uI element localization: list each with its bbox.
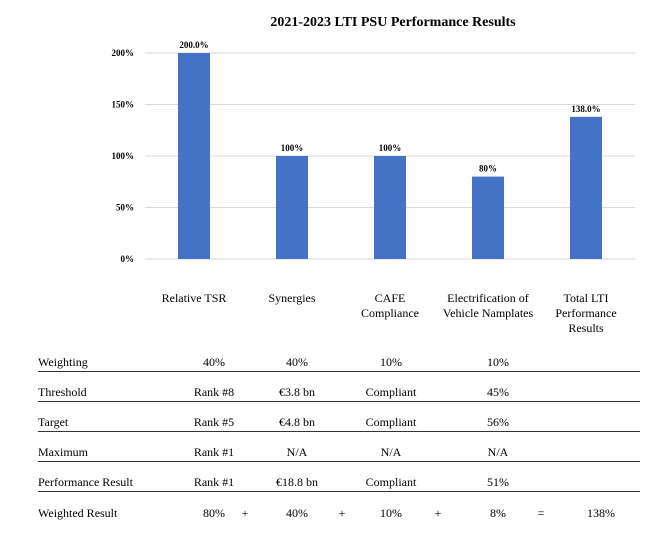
table-cell: €3.8 bn <box>279 385 315 399</box>
table-cell: Rank #5 <box>193 415 235 429</box>
y-tick-label: 200% <box>112 48 135 58</box>
y-tick-label: 50% <box>116 203 134 213</box>
category-label: Total LTI Performance Results <box>555 291 617 335</box>
weighted-result-row: Weighted Result 80% 40% 10% 8% + + + = 138% <box>38 492 640 522</box>
table-cell: 40% <box>286 506 308 520</box>
table-cell: 8% <box>490 506 506 520</box>
table-cell: 10% <box>380 506 402 520</box>
table-cell: €4.8 bn <box>279 415 315 429</box>
table-cell: 40% <box>286 355 308 369</box>
row-label: Weighted Result <box>38 506 118 520</box>
table-row: Maximum Rank #1 N/A N/A N/A <box>38 431 640 462</box>
row-label: Target <box>38 415 69 429</box>
operator: = <box>537 506 545 520</box>
table-cell: N/A <box>286 445 308 459</box>
table-cell: 56% <box>487 415 509 429</box>
bar-chart: 2021-2023 LTI PSU Performance Results 0%… <box>112 15 635 264</box>
bar <box>472 176 504 259</box>
data-label: 100% <box>379 143 402 153</box>
weighted-total: 138% <box>587 506 615 520</box>
table-cell: N/A <box>380 445 402 459</box>
operator: + <box>434 506 442 520</box>
table-cell: €18.8 bn <box>276 475 318 489</box>
table-cell: N/A <box>487 445 509 459</box>
table-cell: 10% <box>487 355 509 369</box>
y-tick-label: 150% <box>112 100 135 110</box>
category-label: CAFE Compliance <box>361 291 419 320</box>
bar <box>374 156 406 259</box>
row-label: Weighting <box>38 355 88 369</box>
table-cell: 10% <box>380 355 402 369</box>
table-row: Performance Result Rank #1 €18.8 bn Complia… <box>38 461 640 492</box>
table-cell: 40% <box>203 355 225 369</box>
bar <box>178 53 210 259</box>
table-cell: Rank #1 <box>193 475 235 489</box>
table-cell: 45% <box>487 385 509 399</box>
row-label: Threshold <box>38 385 87 399</box>
row-label: Performance Result <box>38 475 133 489</box>
table-row: Weighting 40% 40% 10% 10% <box>38 341 640 372</box>
data-label: 80% <box>479 164 497 174</box>
table-row: Threshold Rank #8 €3.8 bn Compliant 45% <box>38 371 640 402</box>
table-cell: 80% <box>203 506 225 520</box>
data-label: 200.0% <box>179 40 208 50</box>
chart-title: 2021-2023 LTI PSU Performance Results <box>270 15 516 30</box>
category-label: Electrification of Vehicle Namplates <box>442 291 534 320</box>
table-cell: Compliant <box>365 385 417 399</box>
y-tick-label: 100% <box>112 151 135 161</box>
table-cell: Compliant <box>365 415 417 429</box>
table-row: Target Rank #5 €4.8 bn Compliant 56% <box>38 401 640 432</box>
row-label: Maximum <box>38 445 88 459</box>
table-cell: Rank #8 <box>193 385 235 399</box>
bar <box>570 116 602 259</box>
table-cell: Rank #1 <box>193 445 235 459</box>
category-label: Synergies <box>268 291 316 305</box>
table-cell: Compliant <box>365 475 417 489</box>
data-label: 138.0% <box>571 104 600 114</box>
operator: + <box>338 506 346 520</box>
data-label: 100% <box>281 143 304 153</box>
y-tick-label: 0% <box>121 254 135 264</box>
category-label: Relative TSR <box>161 291 227 305</box>
operator: + <box>241 506 249 520</box>
table-cell: 51% <box>487 475 509 489</box>
bar <box>276 156 308 259</box>
